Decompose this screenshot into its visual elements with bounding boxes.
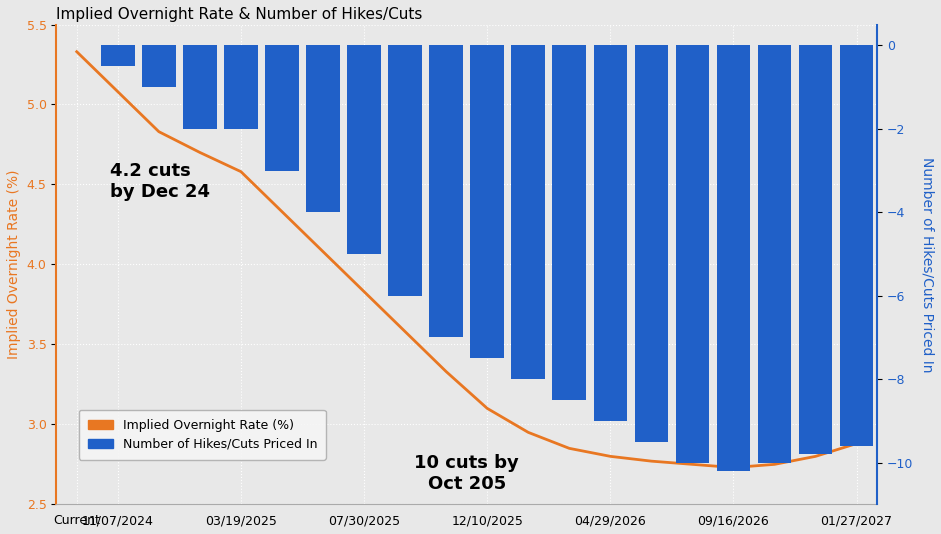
Bar xyxy=(594,45,627,421)
Bar xyxy=(552,45,586,400)
Bar xyxy=(717,45,750,471)
Bar xyxy=(224,45,258,129)
Text: 10 cuts by
Oct 205: 10 cuts by Oct 205 xyxy=(414,454,519,493)
Bar xyxy=(839,45,873,446)
Bar xyxy=(306,45,340,212)
Bar xyxy=(676,45,710,462)
Y-axis label: Implied Overnight Rate (%): Implied Overnight Rate (%) xyxy=(7,170,21,359)
Y-axis label: Number of Hikes/Cuts Priced In: Number of Hikes/Cuts Priced In xyxy=(920,156,934,372)
Text: 4.2 cuts
by Dec 24: 4.2 cuts by Dec 24 xyxy=(109,162,210,201)
Bar xyxy=(347,45,381,254)
Bar xyxy=(101,45,135,66)
Bar xyxy=(183,45,216,129)
Bar xyxy=(142,45,176,87)
Bar xyxy=(511,45,545,379)
Bar xyxy=(758,45,791,462)
Bar xyxy=(389,45,422,296)
Bar xyxy=(429,45,463,337)
Bar xyxy=(265,45,299,170)
Legend: Implied Overnight Rate (%), Number of Hikes/Cuts Priced In: Implied Overnight Rate (%), Number of Hi… xyxy=(79,410,326,460)
Bar xyxy=(634,45,668,442)
Bar xyxy=(799,45,833,454)
Text: Implied Overnight Rate & Number of Hikes/Cuts: Implied Overnight Rate & Number of Hikes… xyxy=(56,7,423,22)
Bar xyxy=(470,45,504,358)
